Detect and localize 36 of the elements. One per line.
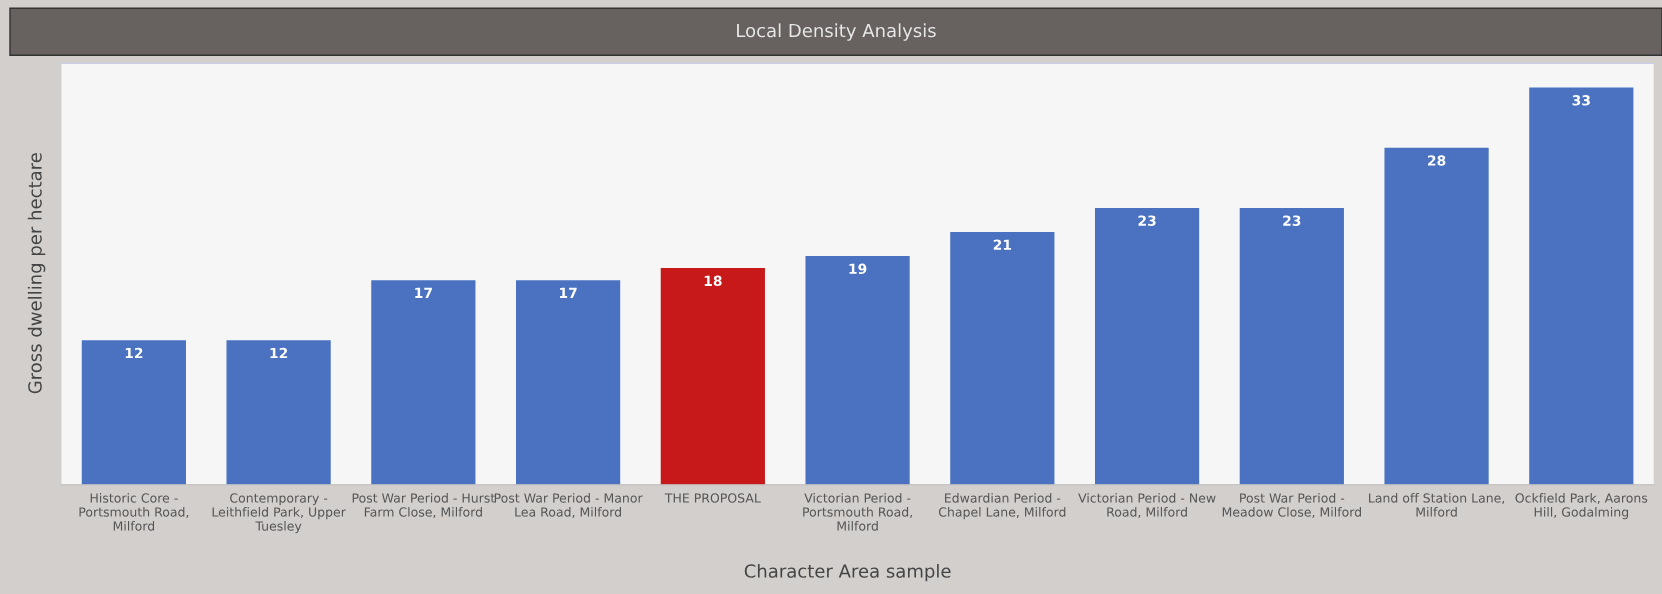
x-tick-label: Contemporary - Leithfield Park, Upper Tuesley (212, 493, 346, 534)
x-tick-label: Victorian Period - New Road, Milford (1078, 493, 1216, 518)
bar (1384, 147, 1489, 485)
chart-title: Local Density Analysis (737, 23, 936, 41)
data-label: 23 (1138, 215, 1156, 226)
bar (1094, 207, 1200, 485)
x-tick-label: Post War Period - Hurst Farm Close, Milford (352, 493, 495, 518)
x-tick-label: Edwardian Period - Chapel Lane, Milford (938, 493, 1066, 520)
bar (950, 232, 1055, 485)
data-label: 28 (1428, 155, 1446, 166)
data-label: 12 (125, 347, 143, 359)
data-label: 21 (993, 239, 1012, 250)
x-tick-label: Post War Period - Meadow Close, Milford (1222, 493, 1361, 518)
x-tick-label: Victorian Period - Portsmouth Road, Milford (803, 493, 912, 531)
x-tick-label: Ockfield Park, Aarons Hill, Godalming (1515, 493, 1648, 520)
bar (226, 340, 331, 485)
data-label: 33 (1572, 95, 1590, 106)
bar (1239, 207, 1344, 485)
data-label: 12 (270, 347, 288, 359)
bar (660, 268, 765, 485)
bar (515, 280, 621, 485)
x-tick-label: Post War Period - Manor Lea Road, Milford (494, 493, 643, 518)
y-axis-title: Gross dwelling per hectare (27, 153, 46, 394)
bar (1529, 87, 1634, 485)
data-label: 19 (849, 263, 867, 275)
data-label: 18 (704, 275, 722, 287)
data-label: 23 (1283, 215, 1301, 226)
bar (81, 340, 186, 485)
x-axis-title: Character Area sample (744, 563, 951, 582)
x-tick-label: Land off Station Lane, Milford (1369, 493, 1505, 517)
data-label: 17 (415, 287, 432, 298)
bar (805, 256, 910, 485)
x-tick-label: THE PROPOSAL (664, 493, 761, 503)
bar (371, 280, 476, 485)
x-tick-label: Historic Core - Portsmouth Road, Milford (79, 493, 189, 531)
data-label: 17 (560, 287, 577, 298)
